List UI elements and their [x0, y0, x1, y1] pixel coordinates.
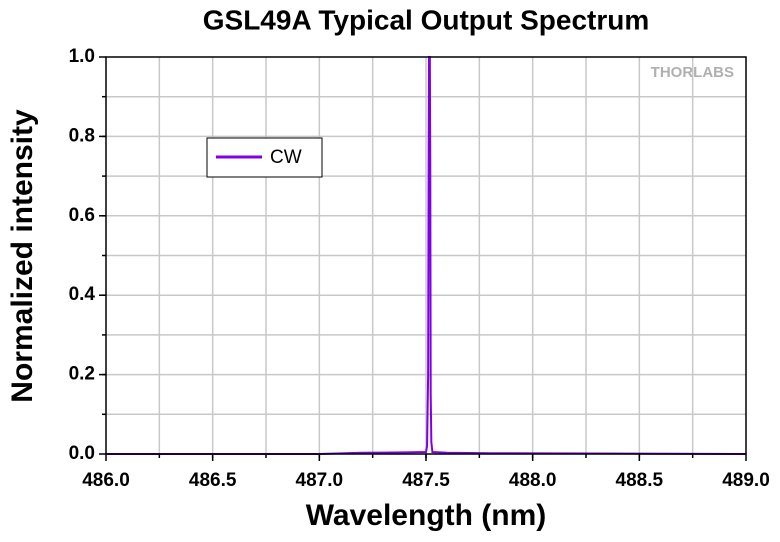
- x-tick-label: 489.0: [722, 470, 770, 491]
- y-axis-label: Normalized intensity: [6, 109, 39, 403]
- plot-frame: [105, 56, 747, 455]
- x-axis-label: Wavelength (nm): [306, 499, 547, 532]
- y-tick-label: 0.8: [69, 125, 95, 146]
- x-tick-label: 487.5: [402, 470, 450, 491]
- x-tick-label: 486.0: [82, 470, 130, 491]
- y-tick-label: 0.0: [69, 443, 95, 464]
- x-tick-label: 488.0: [509, 470, 557, 491]
- y-tick-label: 0.2: [69, 364, 95, 385]
- y-tick-label: 1.0: [69, 46, 95, 67]
- legend: CW: [206, 137, 323, 178]
- x-tick-label: 488.5: [616, 470, 664, 491]
- chart-title: GSL49A Typical Output Spectrum: [203, 4, 650, 35]
- x-tick-label: 486.5: [189, 470, 237, 491]
- y-tick-label: 0.4: [69, 284, 96, 305]
- legend-label: CW: [270, 147, 302, 168]
- x-tick-label: 487.0: [296, 470, 344, 491]
- y-tick-label: 0.6: [69, 205, 95, 226]
